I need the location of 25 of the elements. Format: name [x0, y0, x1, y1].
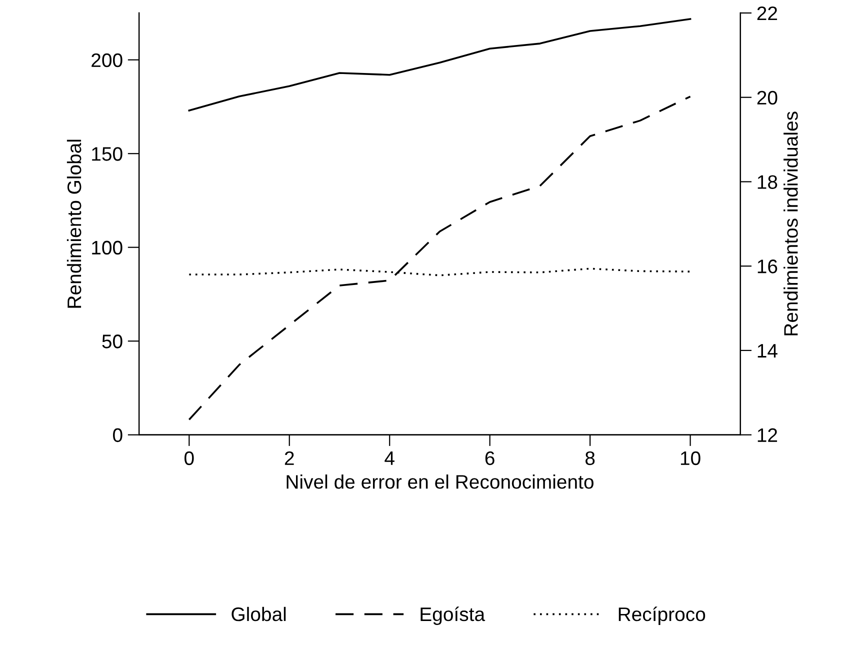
- y2-tick-label: 20: [757, 90, 778, 105]
- y2-tick-label: 16: [758, 260, 778, 274]
- x-tick-label: 2: [284, 451, 294, 465]
- x-tick-label: 0: [184, 451, 194, 466]
- y-axis-title: Rendimiento Global: [66, 140, 82, 308]
- x-tick-label: 8: [586, 451, 595, 466]
- y2-tick-label: 14: [758, 344, 778, 358]
- x-tick-label: 6: [485, 451, 494, 466]
- y-tick-label: 200: [92, 53, 122, 68]
- x-axis-title: Nivel de error en el Reconocimiento: [286, 474, 594, 489]
- y-tick-label: 100: [92, 240, 122, 255]
- x-tick-label: 4: [384, 452, 394, 465]
- y2-axis-title: Rendimientos individuales: [784, 112, 798, 336]
- line-series: [188, 18, 692, 112]
- y-tick-label: 0: [113, 428, 122, 442]
- legend-label: Egoísta: [420, 606, 486, 626]
- y2-tick-label: 18: [758, 175, 778, 189]
- line-series: [188, 96, 692, 421]
- y2-tick-label: 22: [757, 6, 778, 20]
- y2-tick-label: 12: [758, 428, 778, 442]
- y-tick-label: 150: [92, 147, 122, 161]
- x-tick-label: 10: [680, 451, 700, 466]
- legend-label: Recíproco: [618, 606, 706, 626]
- y-tick-label: 50: [102, 334, 122, 348]
- legend-label: Global: [232, 606, 286, 622]
